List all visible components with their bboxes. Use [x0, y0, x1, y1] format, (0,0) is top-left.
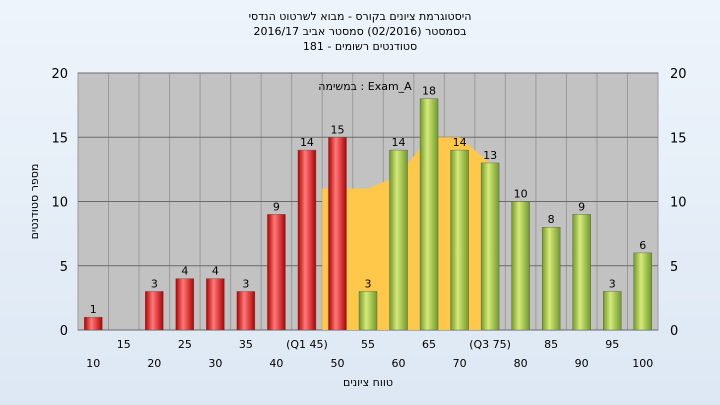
- y-tick-left-5: 5: [60, 260, 68, 275]
- data-label-55: 3: [365, 277, 372, 290]
- bar-100: [633, 252, 652, 331]
- x-tick-label-30: 30: [208, 357, 222, 370]
- x-tick-label-40: 40: [269, 357, 283, 370]
- data-label-100: 6: [639, 239, 646, 252]
- data-label-50: 15: [330, 123, 344, 136]
- bar-60: [389, 149, 408, 331]
- y-tick-right-5: 5: [670, 260, 678, 275]
- x-tick-label-25: 25: [178, 338, 192, 351]
- data-label-20: 3: [151, 277, 158, 290]
- bar-35: [236, 291, 256, 331]
- x-tick-label-85: 85: [544, 338, 558, 351]
- x-tick-label-100: 100: [632, 357, 653, 370]
- title-line-3: סטודנטים רשומים - 181: [302, 40, 418, 53]
- bar-65: [419, 98, 439, 331]
- bar-85: [541, 226, 561, 331]
- bar-40: [267, 214, 286, 331]
- y-tick-left-10: 10: [51, 196, 68, 211]
- y-tick-left-20: 20: [51, 67, 68, 82]
- y-tick-right-0: 0: [670, 324, 678, 339]
- y-tick-right-20: 20: [670, 67, 687, 82]
- x-axis-title: טווח ציונים: [343, 376, 393, 389]
- x-tick-label-70: 70: [453, 357, 467, 370]
- data-label-35: 3: [242, 277, 249, 290]
- data-label-85: 8: [548, 213, 555, 226]
- x-tick-label-45: (Q1 45): [286, 338, 328, 351]
- data-label-80: 10: [514, 188, 528, 201]
- data-label-30: 4: [212, 265, 219, 278]
- data-label-90: 9: [578, 200, 585, 213]
- x-tick-label-50: 50: [330, 357, 344, 370]
- data-label-45: 14: [300, 136, 314, 149]
- bar-75: [480, 162, 500, 331]
- x-tick-label-65: 65: [422, 338, 436, 351]
- data-label-25: 4: [181, 265, 188, 278]
- legend-text: במשימה : Exam_A: [318, 80, 412, 93]
- x-tick-label-15: 15: [117, 338, 131, 351]
- bar-50: [328, 137, 347, 331]
- title-line-1: היסטוגרמת ציונים בקורס - מבוא לשרטוט הנד…: [248, 10, 472, 23]
- x-tick-label-80: 80: [514, 357, 528, 370]
- data-label-10: 1: [90, 303, 97, 316]
- bar-95: [603, 291, 622, 331]
- x-tick-label-10: 10: [86, 357, 100, 370]
- y-tick-left-0: 0: [60, 324, 68, 339]
- bar-80: [511, 201, 530, 331]
- data-label-40: 9: [273, 200, 280, 213]
- y-tick-left-15: 15: [51, 131, 68, 146]
- bar-90: [572, 214, 591, 331]
- bar-25: [175, 278, 195, 331]
- data-label-60: 14: [392, 136, 406, 149]
- bar-70: [450, 149, 469, 331]
- x-tick-label-35: 35: [239, 338, 253, 351]
- x-tick-label-90: 90: [575, 357, 589, 370]
- data-label-95: 3: [609, 277, 616, 290]
- x-tick-label-60: 60: [392, 357, 406, 370]
- bar-30: [206, 278, 225, 331]
- x-tick-label-55: 55: [361, 338, 375, 351]
- title-line-2: בסמסטר (02/2016) סמסטר אביב 2016/17: [253, 25, 467, 38]
- x-tick-label-95: 95: [605, 338, 619, 351]
- y-tick-right-15: 15: [670, 131, 687, 146]
- bar-20: [145, 291, 164, 331]
- data-label-65: 18: [422, 85, 436, 98]
- bar-55: [358, 291, 378, 331]
- x-tick-label-20: 20: [147, 357, 161, 370]
- y-tick-right-10: 10: [670, 196, 687, 211]
- bar-45: [297, 149, 317, 331]
- data-label-70: 14: [453, 136, 467, 149]
- bar-10: [84, 316, 103, 331]
- x-tick-label-75: (Q3 75): [469, 338, 511, 351]
- y-axis-title: מספר סטודנטים: [28, 164, 41, 240]
- data-label-75: 13: [483, 149, 497, 162]
